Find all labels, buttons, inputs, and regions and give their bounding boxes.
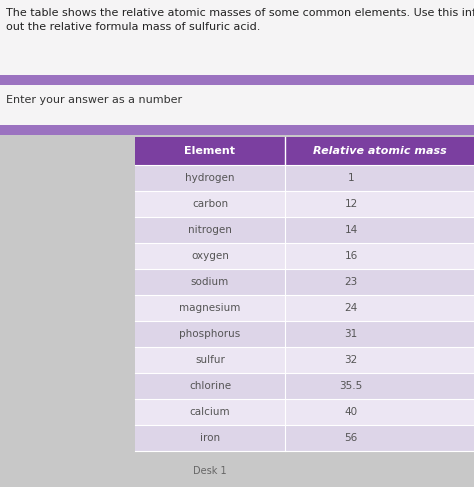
Text: phosphorus: phosphorus (179, 329, 241, 339)
Text: Relative atomic mass: Relative atomic mass (313, 146, 447, 156)
Bar (0, 125, 474, 135)
Bar (135, 137, 285, 165)
Text: hydrogen: hydrogen (185, 173, 235, 183)
Text: Desk 1: Desk 1 (193, 466, 227, 476)
Bar (135, 269, 285, 295)
Bar (135, 165, 285, 191)
Text: Enter your answer as a number: Enter your answer as a number (6, 95, 182, 105)
Bar (135, 347, 285, 373)
Bar (285, 425, 474, 451)
Text: calcium: calcium (190, 407, 230, 417)
Bar (285, 217, 474, 243)
Bar (135, 399, 285, 425)
Bar (0, 85, 474, 125)
Text: 56: 56 (345, 433, 358, 443)
Bar (285, 191, 474, 217)
Text: iron: iron (200, 433, 220, 443)
Bar (285, 347, 474, 373)
Bar (135, 321, 285, 347)
Text: 16: 16 (345, 251, 358, 261)
Bar (285, 269, 474, 295)
Bar (135, 217, 285, 243)
Text: 12: 12 (345, 199, 358, 209)
Bar (285, 399, 474, 425)
Text: Element: Element (184, 146, 236, 156)
Text: carbon: carbon (192, 199, 228, 209)
Bar (0, 75, 474, 85)
Text: 24: 24 (345, 303, 358, 313)
Text: oxygen: oxygen (191, 251, 229, 261)
Text: chlorine: chlorine (189, 381, 231, 391)
Text: 23: 23 (345, 277, 358, 287)
Bar (285, 165, 474, 191)
Text: 14: 14 (345, 225, 358, 235)
Bar (285, 295, 474, 321)
Bar (135, 373, 285, 399)
Text: 32: 32 (345, 355, 358, 365)
Bar (135, 295, 285, 321)
Text: sulfur: sulfur (195, 355, 225, 365)
Bar (285, 373, 474, 399)
Text: 31: 31 (345, 329, 358, 339)
Text: out the relative formula mass of sulfuric acid.: out the relative formula mass of sulfuri… (6, 22, 260, 32)
Text: The table shows the relative atomic masses of some common elements. Use this inf: The table shows the relative atomic mass… (6, 8, 474, 18)
Bar (285, 137, 474, 165)
Text: 40: 40 (345, 407, 358, 417)
Text: nitrogen: nitrogen (188, 225, 232, 235)
Text: magnesium: magnesium (179, 303, 241, 313)
Bar (135, 425, 285, 451)
Text: 35.5: 35.5 (339, 381, 363, 391)
Text: 1: 1 (348, 173, 355, 183)
Bar (0, 0, 474, 75)
Bar (285, 321, 474, 347)
Bar (135, 191, 285, 217)
Bar (285, 243, 474, 269)
Bar (135, 243, 285, 269)
Text: sodium: sodium (191, 277, 229, 287)
